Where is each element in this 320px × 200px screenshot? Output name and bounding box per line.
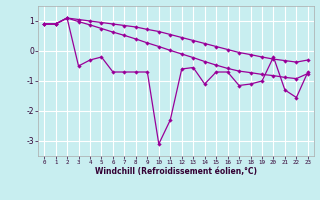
X-axis label: Windchill (Refroidissement éolien,°C): Windchill (Refroidissement éolien,°C) bbox=[95, 167, 257, 176]
